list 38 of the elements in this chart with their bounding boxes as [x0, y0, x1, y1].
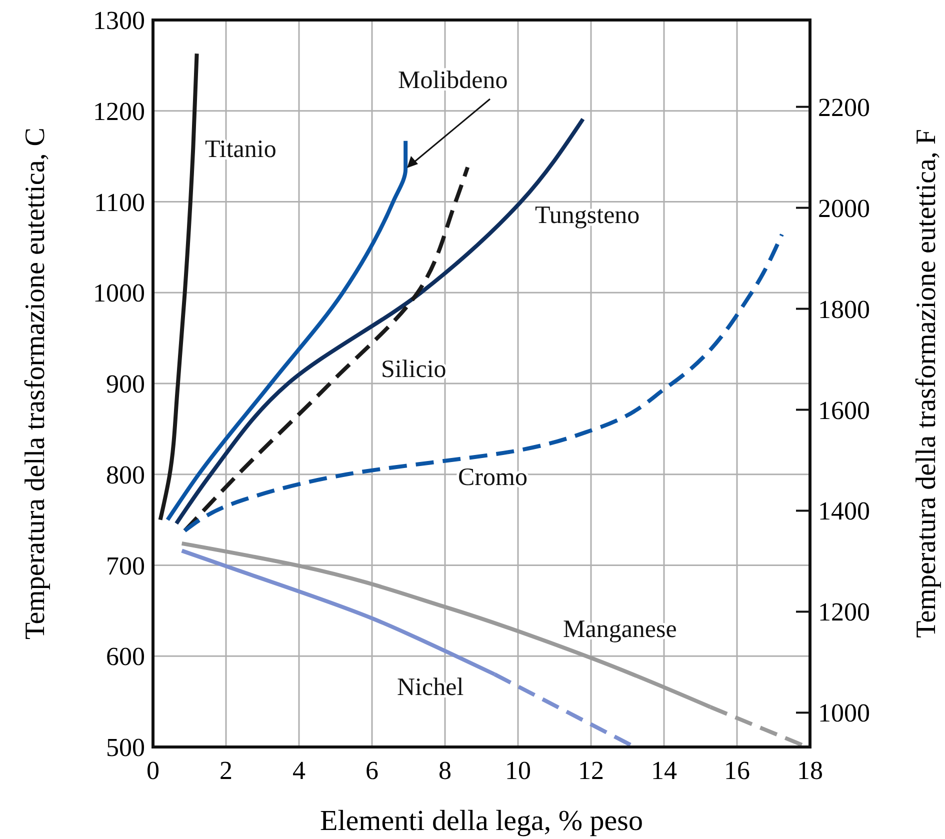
- y2-tick-label: 1400: [818, 496, 870, 526]
- series-label: Manganese: [563, 616, 677, 643]
- line-series: [158, 52, 199, 522]
- y2-tick-label: 2200: [818, 92, 870, 122]
- y-tick-label: 1200: [93, 96, 145, 126]
- x-tick-label: 0: [146, 756, 160, 785]
- x-tick-label: 8: [438, 756, 452, 785]
- series-label: Molibdeno: [398, 67, 508, 94]
- x-tick-label: 18: [797, 756, 823, 785]
- x-tick-label: 10: [505, 756, 531, 785]
- y2-tick-label: 1000: [818, 698, 870, 728]
- y-axis-title: Temperatura della trasformazione eutettica, C: [20, 128, 51, 640]
- y-tick-label: 1000: [93, 278, 145, 308]
- y2-tick-label: 1600: [818, 396, 870, 425]
- series-label: Tungsteno: [535, 202, 640, 229]
- x-tick-label: 12: [578, 756, 604, 785]
- line-series: [182, 232, 784, 533]
- series-label: Titanio: [205, 136, 276, 163]
- y-tick-label: 1100: [94, 188, 145, 217]
- x-tick-label: 16: [724, 756, 750, 785]
- x-tick-label: 6: [366, 756, 378, 785]
- y-tick-label: 800: [106, 460, 145, 490]
- y-tick-label: 500: [106, 733, 145, 762]
- y-tick-label: 600: [106, 642, 145, 672]
- y-tick-label: 700: [106, 551, 145, 580]
- y-tick-label: 900: [106, 370, 145, 398]
- x-tick-label: 4: [292, 756, 306, 785]
- x-tick-label: 14: [651, 756, 677, 785]
- x-axis-title: Elementi della lega, % peso: [320, 805, 643, 837]
- series-label: Cromo: [458, 464, 528, 491]
- y2-tick-label: 1200: [818, 598, 870, 627]
- y-tick-label: 1300: [93, 6, 145, 35]
- y2-tick-label: 2000: [818, 194, 870, 223]
- y2-tick-label: 1800: [818, 294, 870, 324]
- x-tick-label: 2: [220, 756, 232, 785]
- series-label: Nichel: [397, 674, 464, 701]
- series-label: Silicio: [381, 356, 446, 383]
- y2-axis-title: Temperatura della trasformazione eutettica, F: [911, 129, 942, 638]
